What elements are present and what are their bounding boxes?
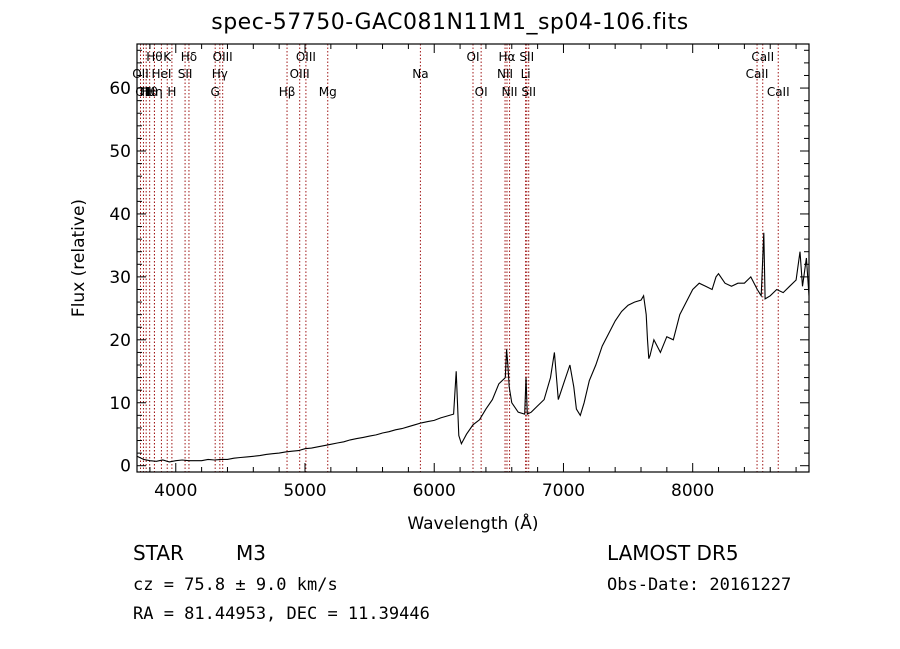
spectral-line-label: Mg <box>319 85 337 99</box>
survey-name: LAMOST DR5 <box>607 541 739 565</box>
y-tick-label: 20 <box>109 331 131 351</box>
y-tick-label: 50 <box>109 142 131 162</box>
y-tick-label: 40 <box>109 205 131 225</box>
axis-ticks-layer: 4000 5000 6000 7000 8000 0 10 20 30 40 50 60 <box>109 44 809 501</box>
x-axis-label: Wavelength (Å) <box>407 512 538 534</box>
spectral-line-label: K <box>163 50 172 64</box>
spectral-line-label: Hη <box>146 85 163 99</box>
x-tick-label: 5000 <box>283 481 326 501</box>
spectral-line-label: SII <box>178 67 193 81</box>
line-labels-layer: OIIOIIHιHθHθHηHeIKHSIIHδGHγOIIIHβOIIIOII… <box>132 50 789 99</box>
y-tick-label: 30 <box>109 268 131 288</box>
spectral-line-label: NII <box>497 67 513 81</box>
spectral-line-label: OII <box>132 67 149 81</box>
chart-title: spec-57750-GAC081N11M1_sp04-106.fits <box>211 10 689 35</box>
y-tick-label: 0 <box>120 457 131 477</box>
redshift-value: cz = 75.8 ± 9.0 km/s <box>133 575 338 595</box>
observation-date: Obs-Date: 20161227 <box>607 575 792 595</box>
spectral-line-label: CaII <box>746 67 769 81</box>
spectral-line-label: Hγ <box>212 67 228 81</box>
spectral-line-label: OI <box>475 85 488 99</box>
object-class: STAR <box>133 541 184 565</box>
y-tick-label: 60 <box>109 79 131 99</box>
spectrum-series-layer <box>136 232 810 463</box>
spectral-line-label: Na <box>412 67 428 81</box>
y-tick-label: 10 <box>109 394 131 414</box>
x-tick-label: 8000 <box>671 481 714 501</box>
spectral-line-label: CaII <box>751 50 774 64</box>
spectral-line-label: SII <box>521 85 536 99</box>
spectral-line-label: Hθ <box>146 50 162 64</box>
coordinates: RA = 81.44953, DEC = 11.39446 <box>133 604 430 624</box>
x-tick-label: 6000 <box>413 481 456 501</box>
spectral-line-label: Hα <box>499 50 516 64</box>
emission-lines-layer <box>139 44 779 472</box>
plot-frame <box>136 43 810 473</box>
spectral-line-label: OIII <box>290 67 310 81</box>
spectral-line-label: SII <box>519 50 534 64</box>
spectral-line-label: Hδ <box>181 50 197 64</box>
spectral-line-label: H <box>167 85 176 99</box>
spectral-line-label: CaII <box>767 85 790 99</box>
x-tick-label: 7000 <box>542 481 585 501</box>
spectral-line-label: OI <box>467 50 480 64</box>
spectrum-line <box>136 232 810 463</box>
object-subclass: M3 <box>236 541 266 565</box>
spectral-line-label: HeI <box>151 67 171 81</box>
spectral-line-label: Hβ <box>279 85 296 99</box>
spectral-line-label: G <box>211 85 220 99</box>
spectral-line-label: Li <box>521 67 531 81</box>
x-tick-label: 4000 <box>154 481 197 501</box>
y-axis-label: Flux (relative) <box>69 199 89 317</box>
spectral-line-label: OIII <box>213 50 233 64</box>
spectral-line-label: OIII <box>296 50 316 64</box>
spectral-line-label: NII <box>502 85 518 99</box>
